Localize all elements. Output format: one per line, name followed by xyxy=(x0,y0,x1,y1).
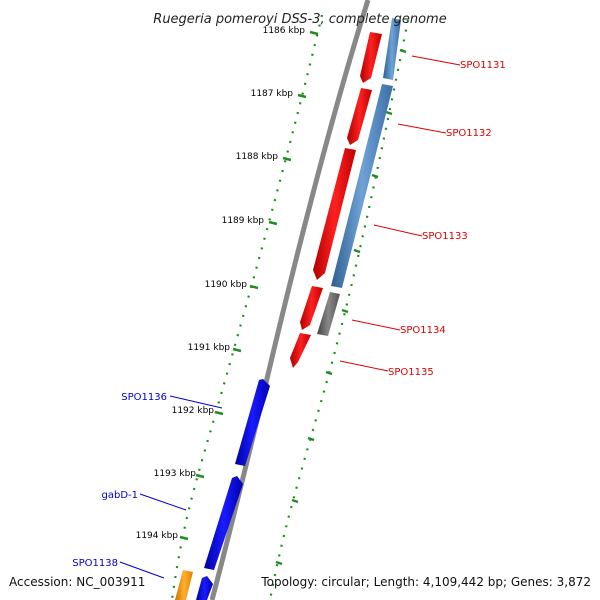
cds-spo1136[interactable] xyxy=(235,379,270,466)
genome-backbone xyxy=(209,0,371,600)
topology-text: Topology: circular; Length: 4,109,442 bp… xyxy=(260,575,591,589)
cds-spo1134[interactable] xyxy=(300,286,323,330)
cds-gabd-1[interactable] xyxy=(204,476,243,570)
tick-label: 1189 kbp xyxy=(222,216,265,226)
gene-label-spo1132[interactable]: SPO1132 xyxy=(446,128,492,139)
gene-label-spo1133[interactable]: SPO1133 xyxy=(422,231,468,242)
blue-feature-top xyxy=(383,18,401,80)
forward-labels: SPO1131 SPO1132 SPO1133 SPO1134 SPO1135 xyxy=(388,60,506,378)
tick-label: 1192 kbp xyxy=(172,406,215,416)
gene-label-spo1138[interactable]: SPO1138 xyxy=(72,558,118,569)
cds-spo1131[interactable] xyxy=(360,32,382,83)
tick-label: 1194 kbp xyxy=(136,531,179,541)
map-title: Ruegeria pomeroyi DSS-3, complete genome xyxy=(153,12,446,27)
gray-feature xyxy=(317,292,340,336)
gene-label-spo1136[interactable]: SPO1136 xyxy=(121,392,167,403)
orange-feature xyxy=(175,570,193,600)
gene-label-spo1131[interactable]: SPO1131 xyxy=(460,60,506,71)
tick-label: 1187 kbp xyxy=(251,89,294,99)
gene-label-spo1134[interactable]: SPO1134 xyxy=(400,325,446,336)
plus-strand-dashes xyxy=(275,48,407,566)
blue-feature-long xyxy=(331,84,393,288)
cds-spo1133[interactable] xyxy=(313,148,356,280)
forward-cds-group xyxy=(290,32,382,368)
tick-label: 1190 kbp xyxy=(205,280,248,290)
reverse-cds-group xyxy=(175,379,270,600)
cds-spo1132[interactable] xyxy=(347,88,372,145)
cds-spo1138[interactable] xyxy=(196,576,213,600)
forward-leaders xyxy=(339,55,461,372)
ruler-track xyxy=(170,14,324,600)
ruler-labels: 1186 kbp 1187 kbp 1188 kbp 1189 kbp 1190… xyxy=(136,26,306,541)
gene-label-spo1135[interactable]: SPO1135 xyxy=(388,367,434,378)
ruler-ticks xyxy=(179,30,319,541)
tick-label: 1188 kbp xyxy=(236,152,279,162)
reverse-labels: SPO1136 gabD-1 SPO1138 xyxy=(72,392,167,569)
accession-text: Accession: NC_003911 xyxy=(9,575,145,589)
cds-spo1135[interactable] xyxy=(290,333,311,368)
tick-label: 1186 kbp xyxy=(263,26,306,36)
reverse-leaders xyxy=(119,395,223,579)
tick-label: 1193 kbp xyxy=(154,469,197,479)
tick-label: 1191 kbp xyxy=(188,343,231,353)
gene-label-gabd-1[interactable]: gabD-1 xyxy=(102,490,139,501)
